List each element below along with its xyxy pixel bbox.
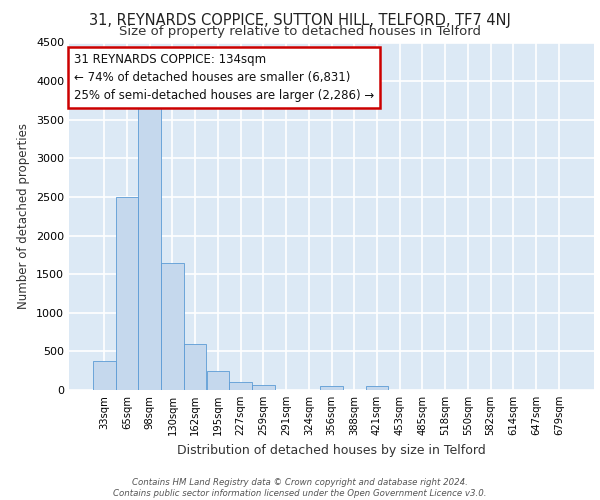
Bar: [365, 386, 388, 390]
X-axis label: Distribution of detached houses by size in Telford: Distribution of detached houses by size …: [177, 444, 486, 456]
Bar: [93, 360, 116, 390]
Bar: [139, 104, 161, 390]
Text: 31, REYNARDS COPPICE, SUTTON HILL, TELFORD, TF7 4NJ: 31, REYNARDS COPPICE, SUTTON HILL, TELFO…: [89, 12, 511, 28]
Bar: [320, 386, 343, 390]
Bar: [252, 386, 275, 390]
Bar: [161, 264, 184, 390]
Text: Contains HM Land Registry data © Crown copyright and database right 2024.
Contai: Contains HM Land Registry data © Crown c…: [113, 478, 487, 498]
Text: Size of property relative to detached houses in Telford: Size of property relative to detached ho…: [119, 25, 481, 38]
Bar: [184, 344, 206, 390]
Y-axis label: Number of detached properties: Number of detached properties: [17, 123, 31, 309]
Bar: [116, 197, 139, 390]
Text: 31 REYNARDS COPPICE: 134sqm
← 74% of detached houses are smaller (6,831)
25% of : 31 REYNARDS COPPICE: 134sqm ← 74% of det…: [74, 53, 374, 102]
Bar: [229, 382, 252, 390]
Bar: [206, 372, 229, 390]
